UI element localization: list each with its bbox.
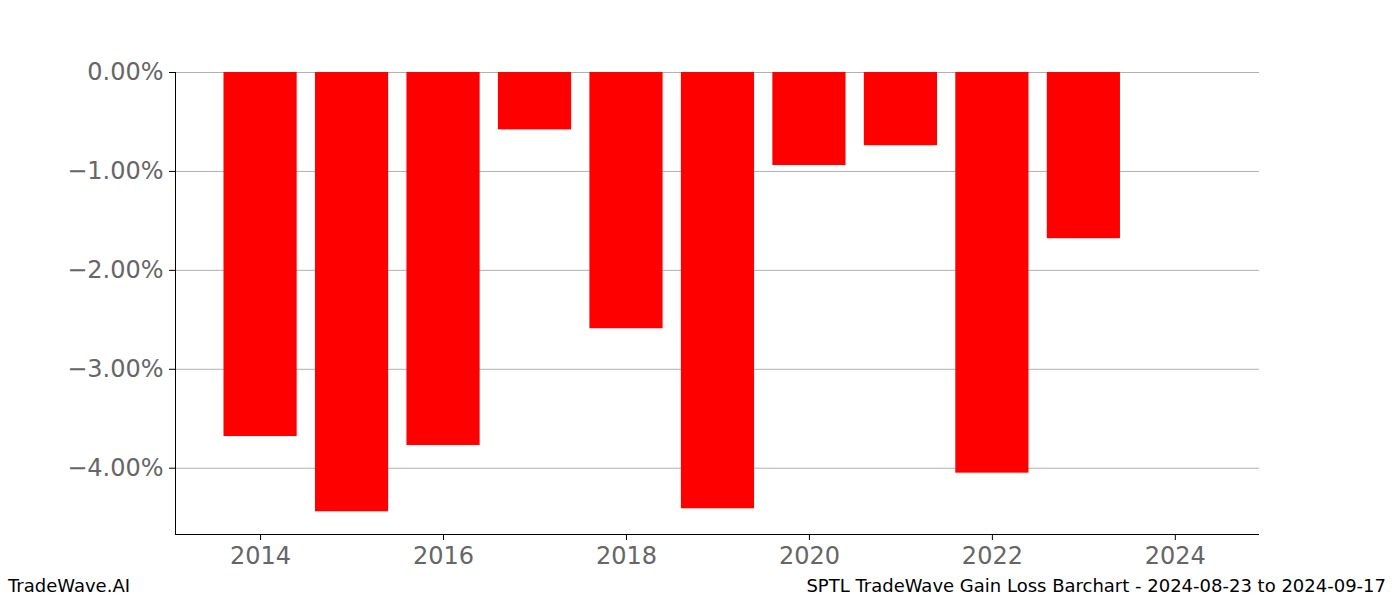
- svg-text:2022: 2022: [962, 542, 1023, 570]
- svg-text:2014: 2014: [230, 542, 291, 570]
- svg-text:2018: 2018: [596, 542, 657, 570]
- html-text:SPTL TradeWave Gain Loss Barch: SPTL TradeWave Gain Loss Barchart - 2024…: [806, 574, 1386, 596]
- svg-text:0.00%: 0.00%: [87, 58, 163, 86]
- html-text:TradeWave.AI: TradeWave.AI: [8, 574, 130, 596]
- svg-text:2016: 2016: [413, 542, 474, 570]
- svg-text:2024: 2024: [1145, 542, 1206, 570]
- svg-text:−1.00%: −1.00%: [67, 157, 163, 185]
- svg-text:−4.00%: −4.00%: [67, 454, 163, 482]
- svg-text:−2.00%: −2.00%: [67, 256, 163, 284]
- svg-text:2020: 2020: [779, 542, 840, 570]
- svg-text:−3.00%: −3.00%: [67, 355, 163, 383]
